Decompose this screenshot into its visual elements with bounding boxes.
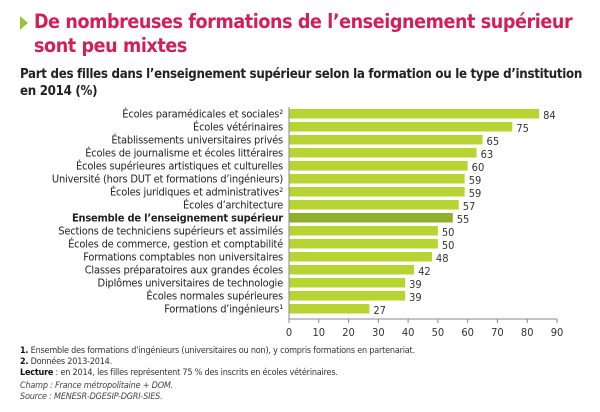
footnotes: 1. Ensemble des formations d’ingénieurs … xyxy=(20,346,415,379)
footnote-2: 2. Données 2013-2014. xyxy=(20,357,112,367)
footnote-1: 1. Ensemble des formations d’ingénieurs … xyxy=(20,346,415,356)
source-note: Source : MENESR-DGESIP-DGRI-SIES. xyxy=(20,392,163,402)
category-label: Écoles de commerce, gestion et comptabil… xyxy=(68,238,283,251)
data-label: 27 xyxy=(373,304,386,317)
category-label: Sections de techniciens supérieurs et as… xyxy=(58,225,283,238)
bar xyxy=(289,135,483,145)
data-label: 39 xyxy=(409,291,422,304)
category-label: Écoles supérieures artistiques et cultur… xyxy=(76,160,283,173)
bar xyxy=(289,174,465,184)
scope-note: Champ : France métropolitaine + DOM. xyxy=(20,381,174,391)
category-label: Classes préparatoires aux grandes écoles xyxy=(85,264,283,277)
x-tick-label: 50 xyxy=(432,326,445,339)
category-label: Écoles d’architecture xyxy=(183,199,283,212)
data-label: 55 xyxy=(457,213,470,226)
data-label: 65 xyxy=(487,135,500,148)
data-label: 42 xyxy=(418,265,431,278)
x-tick-label: 0 xyxy=(286,326,292,339)
bar xyxy=(289,304,370,314)
data-label: 59 xyxy=(469,187,482,200)
title-line-1: De nombreuses formations de l’enseigneme… xyxy=(34,10,573,33)
category-label: Formations comptables non universitaires xyxy=(83,251,283,264)
category-label: Formations d’ingénieurs¹ xyxy=(164,303,283,316)
chart-title: Part des filles dans l’enseignement supé… xyxy=(20,67,583,99)
bar xyxy=(289,200,459,210)
source-notes: Champ : France métropolitaine + DOM. Sou… xyxy=(20,381,173,403)
data-label: 63 xyxy=(481,148,494,161)
data-label: 48 xyxy=(436,252,449,265)
data-label: 59 xyxy=(469,174,482,187)
category-label: Écoles juridiques et administratives² xyxy=(110,186,283,199)
x-tick-label: 20 xyxy=(342,326,355,339)
bar xyxy=(289,252,432,262)
bar xyxy=(289,109,540,119)
x-tick-label: 70 xyxy=(491,326,504,339)
bar xyxy=(289,265,415,275)
category-label: Écoles normales supérieures xyxy=(146,290,283,303)
bar xyxy=(289,278,406,288)
title-arrow-icon xyxy=(20,16,28,30)
bar xyxy=(289,239,438,249)
x-tick-label: 30 xyxy=(372,326,385,339)
data-label: 84 xyxy=(543,109,556,122)
data-label: 39 xyxy=(409,278,422,291)
data-label: 57 xyxy=(463,200,476,213)
category-label: Université (hors DUT et formations d’ing… xyxy=(52,173,283,186)
bar xyxy=(289,187,465,197)
data-label: 60 xyxy=(472,161,485,174)
x-tick-label: 40 xyxy=(402,326,415,339)
data-label: 50 xyxy=(442,239,455,252)
category-label: Écoles paramédicales et sociales² xyxy=(122,108,283,121)
x-tick-label: 60 xyxy=(461,326,474,339)
category-label: Écoles vétérinaires xyxy=(193,121,283,134)
x-tick-label: 90 xyxy=(551,326,564,339)
data-label: 50 xyxy=(442,226,455,239)
bar xyxy=(289,213,453,223)
bar xyxy=(289,161,468,171)
data-label: 75 xyxy=(516,122,529,135)
category-label: Ensemble de l’enseignement supérieur xyxy=(72,212,283,225)
bar xyxy=(289,291,406,301)
bar xyxy=(289,148,477,158)
page-title: De nombreuses formations de l’enseigneme… xyxy=(34,10,573,58)
category-label: Diplômes universitaires de technologie xyxy=(98,277,284,290)
reading-note: Lecture : en 2014, les filles représente… xyxy=(20,368,338,378)
title-line-2: sont peu mixtes xyxy=(34,34,187,57)
x-tick-label: 10 xyxy=(312,326,325,339)
bar xyxy=(289,226,438,236)
x-tick-label: 80 xyxy=(521,326,534,339)
bar xyxy=(289,122,513,132)
category-label: Établissements universitaires privés xyxy=(111,134,283,147)
category-label: Écoles de journalisme et écoles littérai… xyxy=(85,147,283,160)
